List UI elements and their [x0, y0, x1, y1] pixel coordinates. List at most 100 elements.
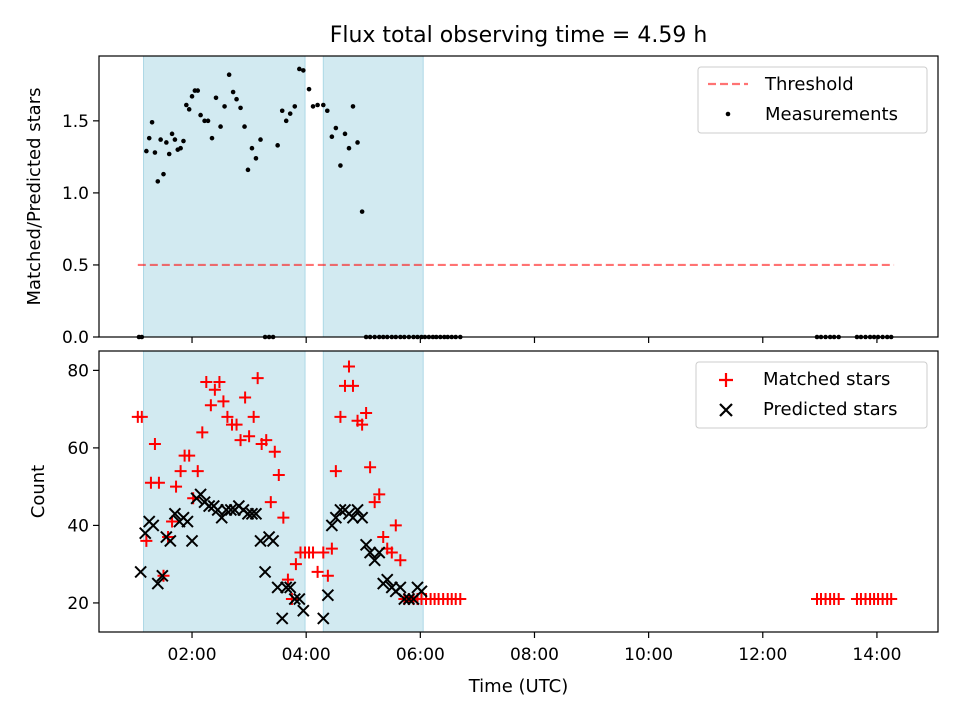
predicted-star-point [164, 534, 177, 548]
measurement-point [355, 140, 360, 145]
top-y-axis: 0.0 0.5 1.0 1.5 [62, 112, 99, 348]
matched-star-point [356, 418, 369, 431]
measurement-point [230, 89, 236, 95]
matched-star-point [152, 476, 165, 489]
matched-star-point [268, 445, 281, 458]
matched-star-point [217, 395, 230, 408]
x-tick-label: 06:00 [396, 645, 445, 665]
measurement-point [205, 118, 211, 124]
matched-star-point [264, 496, 277, 509]
matched-star-point [204, 399, 217, 412]
bottom-y-axis-label: Count [28, 465, 49, 518]
threshold-legend-label: Threshold [764, 74, 854, 95]
predicted-star-point [373, 546, 386, 559]
predicted-legend-label: Predicted stars [763, 399, 897, 420]
matched-star-point [239, 391, 252, 404]
measurement-point [310, 104, 316, 109]
measurement-point [292, 104, 298, 109]
x-tick-label: 02:00 [168, 645, 217, 665]
measurement-point [189, 94, 195, 99]
bottom-plot-marks [131, 360, 898, 625]
matched-star-point [394, 554, 407, 567]
top-observing-windows [143, 55, 424, 338]
top-y-tick-label: 1.0 [62, 184, 89, 204]
predicted-star-point [415, 585, 428, 598]
bottom-y-tick-label: 40 [67, 516, 89, 536]
predicted-star-point [245, 507, 259, 520]
x-tick-label: 04:00 [282, 645, 331, 665]
bottom-y-tick-label: 20 [67, 594, 89, 614]
top-y-axis-label: Matched/Predicted stars [24, 88, 45, 306]
measurement-point [172, 137, 178, 142]
predicted-star-point [249, 507, 263, 520]
measurement-point [275, 143, 280, 148]
matched-star-point [221, 410, 234, 423]
x-axis-label: Time (UTC) [468, 676, 569, 697]
matched-star-point [389, 519, 402, 532]
matched-star-point [311, 565, 324, 578]
predicted-star-point [297, 604, 310, 617]
measurement-point [149, 119, 155, 125]
measurement-point [234, 96, 239, 102]
predicted-star-point [279, 581, 293, 594]
measurement-point [186, 107, 192, 112]
measurement-point [164, 140, 169, 145]
matched-star-point [251, 372, 264, 385]
top-observing-window-band [322, 55, 424, 338]
matched-star-point [289, 558, 302, 571]
bottom-legend: Matched stars Predicted stars [695, 361, 928, 429]
matched-star-point [885, 593, 898, 606]
predicted-star-point [359, 538, 373, 552]
bottom-y-tick-label: 60 [67, 439, 89, 459]
matched-star-point [373, 488, 386, 501]
matched-star-point [385, 546, 398, 559]
predicted-star-point [254, 534, 267, 548]
top-y-tick-label: 0.0 [62, 328, 89, 348]
matched-star-point [346, 379, 359, 392]
measurement-point [222, 104, 227, 109]
predicted-star-point [398, 592, 411, 606]
matched-star-point [243, 430, 256, 443]
matched-star-point [183, 449, 196, 462]
bottom-y-axis: 20 40 60 80 [67, 361, 99, 614]
matched-star-point [454, 593, 467, 606]
measurement-point [315, 102, 320, 108]
matched-star-point [277, 511, 290, 524]
predicted-star-point [351, 503, 364, 517]
measurement-point [146, 135, 152, 141]
measurement-point [306, 86, 312, 92]
bottom-observing-window-band [322, 350, 424, 633]
predicted-star-point [185, 534, 199, 548]
matched-star-point [307, 546, 320, 559]
matched-star-point [208, 383, 221, 396]
measurement-point [242, 124, 247, 129]
x-tick-label: 10:00 [624, 645, 673, 665]
top-axes-frame [98, 55, 939, 338]
predicted-star-point [258, 565, 272, 579]
predicted-star-point [381, 573, 394, 586]
bottom-axes-frame [98, 350, 939, 633]
x-tick-label: 12:00 [738, 645, 787, 665]
chart-title: Flux total observing time = 4.59 h [330, 23, 708, 48]
matched-star-point [230, 418, 243, 431]
matched-star-point [174, 465, 187, 478]
measurement-point [321, 102, 326, 108]
predicted-star-point [181, 515, 194, 528]
matched-star-point [325, 542, 338, 555]
predicted-star-point [368, 554, 381, 567]
matched-star-point [342, 360, 355, 373]
matched-star-point [247, 410, 260, 423]
predicted-star-point [156, 569, 169, 583]
measurement-point [202, 118, 207, 124]
bottom-x-axis: 02:00 04:00 06:00 08:00 10:00 12:00 14:00 [168, 632, 901, 665]
measurement-point [329, 134, 335, 139]
matched-star-point [334, 410, 347, 423]
measurement-point [283, 118, 289, 124]
matched-star-point [135, 410, 148, 423]
measurement-point [258, 137, 263, 142]
predicted-star-point [151, 577, 164, 590]
measurement-point [287, 111, 293, 116]
measurement-point [161, 171, 166, 177]
measurement-point [338, 163, 343, 168]
matched-star-point [140, 534, 153, 547]
